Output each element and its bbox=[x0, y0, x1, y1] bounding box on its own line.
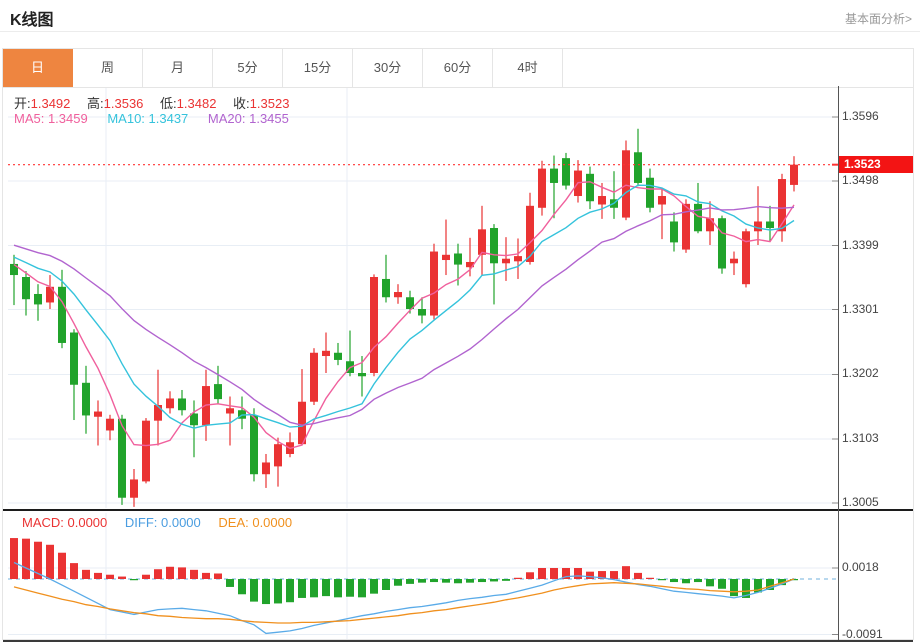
ohlc-open-label: 开: bbox=[14, 96, 31, 111]
tab-5分[interactable]: 5分 bbox=[213, 49, 283, 87]
ohlc-open-value: 1.3492 bbox=[30, 96, 71, 111]
ohlc-close-label: 收: bbox=[233, 96, 250, 111]
tab-月[interactable]: 月 bbox=[143, 49, 213, 87]
tab-15分[interactable]: 15分 bbox=[283, 49, 353, 87]
ohlc-readout: 开:1.3492 高:1.3536 低:1.3482 收:1.3523 bbox=[14, 93, 302, 112]
ma20-value: MA20: 1.3455 bbox=[207, 111, 289, 126]
ohlc-low-value: 1.3482 bbox=[176, 96, 217, 111]
panel-divider bbox=[3, 509, 913, 511]
y-axis-label: 1.3301 bbox=[842, 301, 879, 316]
period-tabs: 日周月 5分 15分 30分 60分 4时 bbox=[3, 49, 913, 88]
y-axis-label: 1.3202 bbox=[842, 366, 879, 381]
ohlc-high-value: 1.3536 bbox=[103, 96, 144, 111]
tab-4时[interactable]: 4时 bbox=[493, 49, 563, 87]
tab-日[interactable]: 日 bbox=[3, 49, 73, 87]
y-axis-label: -0.0091 bbox=[842, 626, 883, 641]
ma10-value: MA10: 1.3437 bbox=[107, 111, 189, 126]
y-axis-label: 1.3596 bbox=[842, 109, 879, 123]
ma-readout: MA5: 1.3459 MA10: 1.3437 MA20: 1.3455 bbox=[14, 111, 289, 126]
header-divider bbox=[0, 31, 920, 32]
fundamental-analysis-link[interactable]: 基本面分析> bbox=[844, 12, 912, 26]
ohlc-close-value: 1.3523 bbox=[249, 96, 290, 111]
page-title: K线图 bbox=[10, 12, 54, 29]
diff-value: DIFF: 0.0000 bbox=[124, 515, 201, 530]
dea-value: DEA: 0.0000 bbox=[218, 515, 293, 530]
chart-widget: 日周月 5分 15分 30分 60分 4时 bbox=[2, 48, 914, 640]
ma5-value: MA5: 1.3459 bbox=[14, 111, 88, 126]
macd-value: MACD: 0.0000 bbox=[22, 515, 108, 530]
bottom-border bbox=[3, 640, 913, 642]
ohlc-low-label: 低: bbox=[160, 96, 177, 111]
y-axis-label: 0.0018 bbox=[842, 560, 879, 574]
last-price-tag: 1.3523 bbox=[839, 155, 913, 173]
y-axis-label: 1.3399 bbox=[842, 237, 879, 252]
macd-readout: MACD: 0.0000 DIFF: 0.0000 DEA: 0.0000 bbox=[22, 515, 292, 530]
y-axis-label: 1.3498 bbox=[842, 173, 879, 187]
ohlc-high-label: 高: bbox=[87, 96, 104, 111]
y-axis-label: 1.3103 bbox=[842, 430, 879, 445]
tab-60分[interactable]: 60分 bbox=[423, 49, 493, 87]
tab-周[interactable]: 周 bbox=[73, 49, 143, 87]
y-axis-label: 1.3005 bbox=[842, 494, 879, 509]
tab-30分[interactable]: 30分 bbox=[353, 49, 423, 87]
